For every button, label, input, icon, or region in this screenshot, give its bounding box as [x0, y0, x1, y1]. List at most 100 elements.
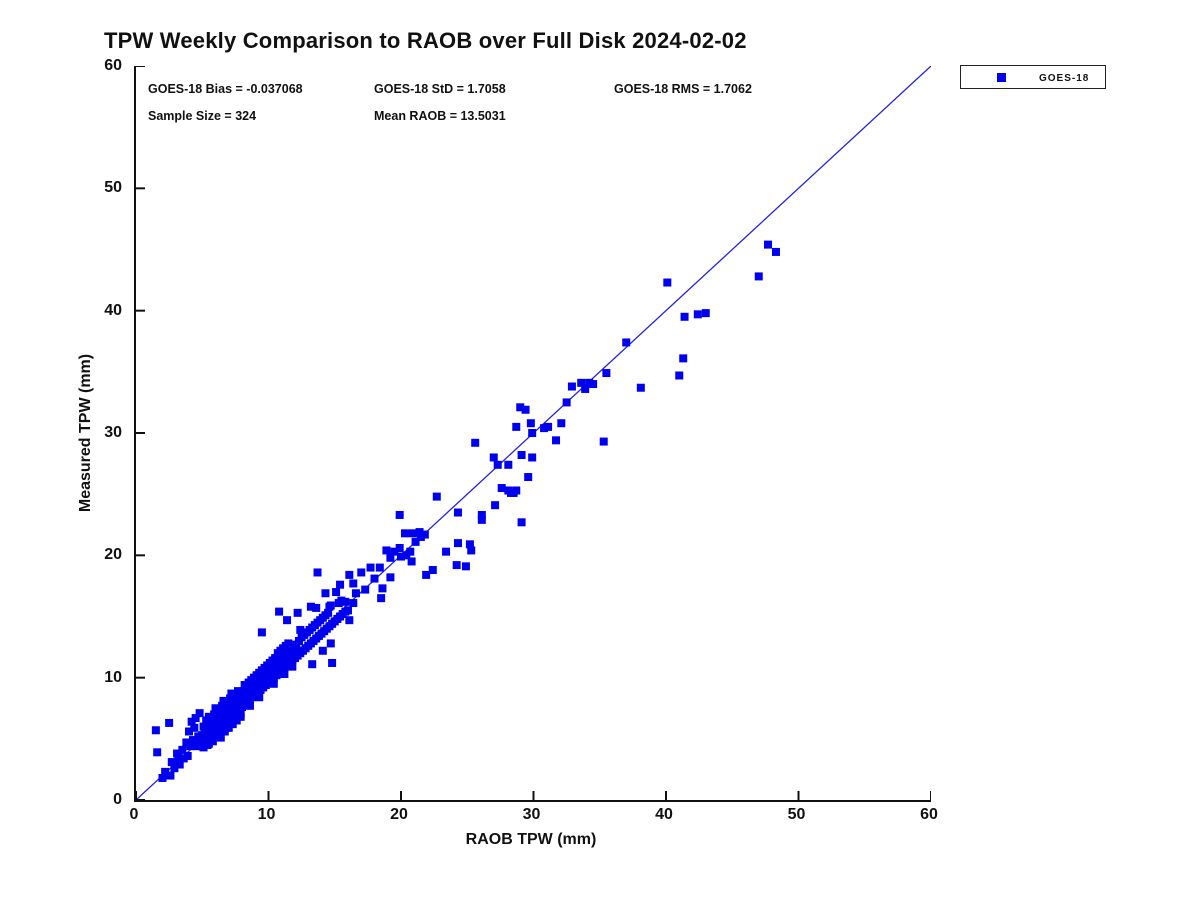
- scatter-point: [452, 561, 461, 570]
- scatter-point: [345, 570, 354, 579]
- scatter-point: [185, 727, 193, 736]
- scatter-point: [199, 743, 208, 752]
- scatter-point: [210, 714, 219, 723]
- scatter-point: [471, 438, 480, 447]
- scatter-point: [524, 473, 533, 482]
- y-tick-label: 50: [104, 179, 122, 197]
- scatter-point: [577, 378, 586, 387]
- scatter-point: [219, 696, 228, 705]
- scatter-point: [497, 484, 506, 493]
- scatter-point: [257, 628, 266, 637]
- scatter-point: [680, 312, 689, 321]
- scatter-point: [349, 579, 358, 588]
- scatter-point: [175, 760, 184, 769]
- y-tick-label: 0: [113, 791, 122, 808]
- scatter-point: [411, 537, 420, 546]
- x-tick-label: 0: [129, 806, 139, 823]
- scatter-point: [589, 380, 598, 389]
- scatter-point: [467, 546, 476, 555]
- scatter-point: [245, 701, 254, 710]
- scatter-point: [599, 437, 608, 446]
- plot-area: [134, 66, 931, 802]
- scatter-point: [255, 693, 264, 702]
- scatter-point: [228, 720, 237, 729]
- scatter-point: [465, 540, 474, 549]
- scatter-point: [332, 588, 341, 597]
- y-tick-label: 30: [104, 424, 122, 441]
- scatter-point: [602, 369, 611, 378]
- scatter-point: [386, 573, 395, 582]
- scatter-point: [771, 247, 780, 256]
- scatter-point: [375, 563, 384, 572]
- scatter-point: [504, 460, 513, 469]
- scatter-point: [395, 510, 404, 519]
- scatter-point: [517, 451, 526, 460]
- scatter-point: [552, 436, 561, 445]
- scatter-point: [211, 704, 220, 713]
- scatter-point: [326, 639, 335, 648]
- scatter-point: [318, 646, 327, 655]
- scatter-point: [306, 602, 315, 611]
- scatter-point: [328, 658, 337, 667]
- scatter-point: [236, 712, 245, 721]
- scatter-point: [517, 518, 526, 527]
- scatter-point: [397, 552, 405, 561]
- scatter-point: [516, 403, 525, 412]
- scatter-point: [349, 599, 358, 608]
- scatter-point: [186, 742, 195, 751]
- scatter-point: [158, 773, 167, 782]
- scatter-point: [170, 764, 179, 773]
- scatter-point: [188, 736, 197, 745]
- scatter-point: [226, 694, 235, 703]
- scatter-point: [324, 608, 333, 617]
- scatter-point: [312, 603, 321, 612]
- scatter-point: [202, 723, 211, 732]
- scatter-point: [526, 419, 535, 428]
- scatter-point: [386, 553, 395, 562]
- scatter-point: [461, 562, 470, 571]
- legend: GOES-18: [960, 65, 1106, 89]
- scatter-point: [400, 529, 409, 538]
- scatter-point: [557, 419, 566, 428]
- scatter-point: [218, 701, 227, 710]
- scatter-point: [334, 599, 343, 608]
- scatter-point: [528, 453, 537, 462]
- scatter-point: [284, 639, 293, 648]
- scatter-point: [308, 660, 317, 669]
- scatter-point: [288, 662, 297, 671]
- scatter-point: [489, 453, 498, 462]
- scatter-point: [512, 486, 521, 495]
- scatter-point: [675, 371, 684, 380]
- scatter-point: [174, 753, 183, 762]
- scatter-point: [183, 751, 192, 760]
- scatter-point: [432, 492, 441, 501]
- scatter-point: [283, 616, 292, 625]
- scatter-point: [453, 539, 462, 548]
- scatter-point: [220, 727, 229, 736]
- x-tick-label: 10: [257, 806, 276, 823]
- scatter-point: [521, 405, 530, 414]
- scatter-point: [622, 338, 631, 347]
- scatter-point: [296, 625, 305, 634]
- scatter-point: [679, 354, 688, 363]
- scatter-point: [428, 566, 437, 575]
- scatter-point: [212, 732, 221, 741]
- x-tick-label: 50: [787, 806, 806, 823]
- scatter-point: [187, 717, 196, 726]
- scatter-point: [357, 568, 366, 577]
- scatter-point: [477, 515, 486, 524]
- legend-marker-icon: [997, 73, 1006, 82]
- x-axis-label: RAOB TPW (mm): [465, 831, 597, 848]
- scatter-point: [151, 726, 160, 735]
- scatter-point: [544, 422, 553, 431]
- scatter-point: [377, 594, 386, 603]
- scatter-point: [344, 606, 352, 615]
- scatter-point: [326, 601, 335, 610]
- scatter-point: [165, 718, 174, 727]
- x-tick-label: 60: [920, 806, 938, 823]
- stat-mean-raob: Mean RAOB = 13.5031: [374, 109, 506, 123]
- y-tick-label: 20: [104, 546, 122, 564]
- scatter-point: [407, 557, 416, 566]
- scatter-point: [341, 597, 350, 606]
